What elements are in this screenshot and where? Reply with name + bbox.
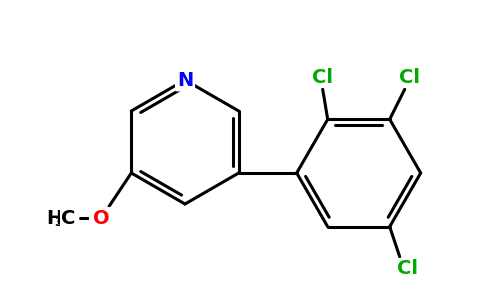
Text: 3: 3 xyxy=(54,215,63,229)
Text: O: O xyxy=(91,208,107,227)
Text: Cl: Cl xyxy=(399,68,420,87)
Text: C: C xyxy=(61,208,76,227)
Text: H: H xyxy=(46,208,62,227)
Text: N: N xyxy=(177,70,193,89)
Text: Cl: Cl xyxy=(397,259,418,278)
Text: Cl: Cl xyxy=(312,68,333,87)
Text: H: H xyxy=(61,208,77,227)
Text: O: O xyxy=(93,208,110,227)
